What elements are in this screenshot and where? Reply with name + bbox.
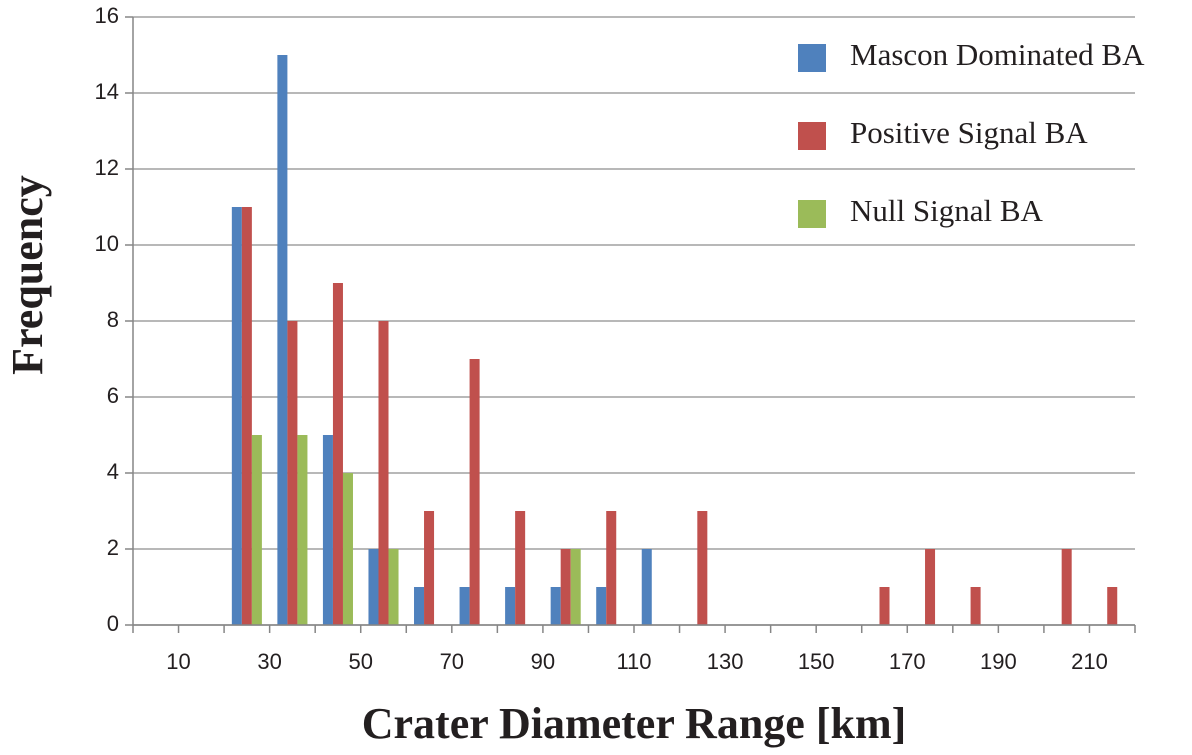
bar bbox=[287, 321, 298, 625]
legend-swatch bbox=[798, 122, 826, 150]
bar bbox=[596, 587, 607, 625]
x-tick-label: 130 bbox=[707, 649, 744, 674]
bar bbox=[378, 321, 389, 625]
bar bbox=[459, 587, 470, 625]
bar bbox=[970, 587, 981, 625]
y-tick-label: 12 bbox=[95, 155, 119, 180]
y-tick-label: 10 bbox=[95, 231, 119, 256]
bar bbox=[697, 511, 708, 625]
bar bbox=[570, 549, 581, 625]
bar bbox=[879, 587, 890, 625]
bar bbox=[322, 435, 333, 625]
x-tick-label: 190 bbox=[980, 649, 1017, 674]
bar bbox=[560, 549, 571, 625]
x-tick-label: 90 bbox=[531, 649, 555, 674]
legend-label: Positive Signal BA bbox=[850, 115, 1088, 150]
bar bbox=[277, 55, 288, 625]
bar bbox=[469, 359, 480, 625]
bar bbox=[606, 511, 617, 625]
legend-swatch bbox=[798, 200, 826, 228]
x-tick-label: 210 bbox=[1071, 649, 1108, 674]
x-tick-label: 170 bbox=[889, 649, 926, 674]
y-tick-label: 16 bbox=[95, 3, 119, 28]
bar bbox=[297, 435, 308, 625]
legend-label: Mascon Dominated BA bbox=[850, 37, 1145, 72]
bar bbox=[368, 549, 379, 625]
bar bbox=[231, 207, 242, 625]
x-axis-label: Crater Diameter Range [km] bbox=[362, 699, 907, 748]
bar bbox=[424, 511, 435, 625]
bar bbox=[414, 587, 425, 625]
bar bbox=[925, 549, 936, 625]
y-tick-label: 8 bbox=[107, 307, 119, 332]
x-tick-label: 10 bbox=[166, 649, 190, 674]
y-tick-label: 14 bbox=[95, 79, 119, 104]
x-tick-label: 70 bbox=[440, 649, 464, 674]
y-tick-label: 0 bbox=[107, 611, 119, 636]
y-tick-label: 4 bbox=[107, 459, 119, 484]
y-tick-label: 2 bbox=[107, 535, 119, 560]
y-axis-label: Frequency bbox=[3, 175, 52, 375]
bar bbox=[641, 549, 652, 625]
x-tick-label: 150 bbox=[798, 649, 835, 674]
bar bbox=[332, 283, 343, 625]
bar bbox=[1061, 549, 1072, 625]
legend-label: Null Signal BA bbox=[850, 193, 1044, 228]
bar bbox=[1107, 587, 1118, 625]
bar bbox=[342, 473, 353, 625]
bar bbox=[550, 587, 561, 625]
bar bbox=[251, 435, 262, 625]
legend-swatch bbox=[798, 44, 826, 72]
bar bbox=[505, 587, 516, 625]
x-tick-label: 50 bbox=[348, 649, 372, 674]
bar bbox=[515, 511, 526, 625]
x-tick-label: 110 bbox=[616, 649, 651, 674]
bar bbox=[388, 549, 399, 625]
x-tick-label: 30 bbox=[257, 649, 281, 674]
y-tick-label: 6 bbox=[107, 383, 119, 408]
bar bbox=[241, 207, 252, 625]
